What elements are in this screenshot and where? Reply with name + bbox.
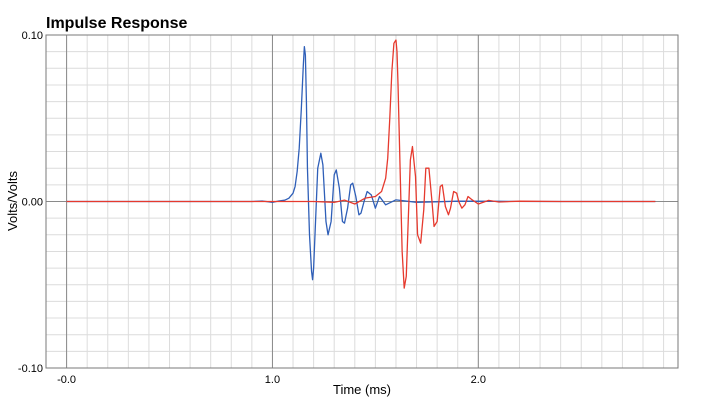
chart-title: Impulse Response xyxy=(46,15,188,32)
series-line-2 xyxy=(66,39,656,289)
y-tick-labels: 0.10 0.00 -0.10 xyxy=(18,30,43,375)
x-axis-label: Time (ms) xyxy=(333,382,391,397)
x-tick-labels: -0.0 1.0 2.0 xyxy=(57,374,486,386)
x-tick-label: 2.0 xyxy=(471,374,486,386)
x-tick-label: 1.0 xyxy=(265,374,280,386)
y-tick-label: -0.10 xyxy=(18,363,43,375)
y-tick-label: 0.00 xyxy=(22,197,43,209)
y-axis-label: Volts/Volts xyxy=(5,171,20,231)
series-layer xyxy=(66,39,656,289)
plot-frame xyxy=(45,34,679,369)
y-tick-label: 0.10 xyxy=(22,30,43,42)
series-line-1 xyxy=(66,46,656,281)
x-tick-label: -0.0 xyxy=(57,374,76,386)
